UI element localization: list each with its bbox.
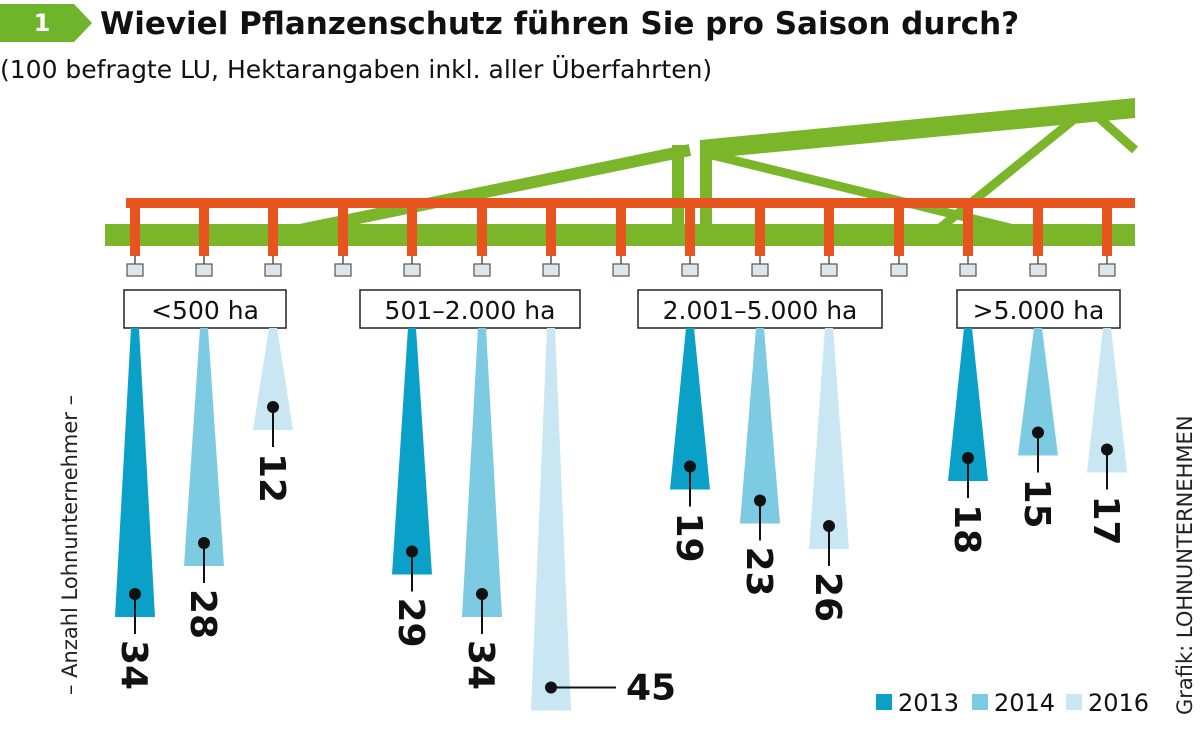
boom-post [672, 145, 684, 225]
credit-label: Grafik: LOHNUNTERNEHMEN [1173, 415, 1197, 715]
badge-number: 1 [33, 9, 51, 37]
category-label: 2.001–5.000 ha [663, 296, 858, 325]
nozzle-icon [959, 263, 977, 277]
category-box [359, 289, 581, 329]
bar-cone [740, 328, 780, 524]
y-axis-label: – Anzahl Lohnunternehmer – [58, 395, 82, 695]
nozzle-stem [546, 198, 556, 256]
category-label: >5.000 ha [973, 296, 1105, 325]
legend-swatch [876, 694, 892, 710]
spray-pipe [126, 198, 1135, 208]
data-label: 29 [390, 598, 431, 648]
legend-swatch [1066, 694, 1082, 710]
nozzle-stem [616, 198, 626, 256]
badge-arrow-icon [74, 4, 92, 42]
legend-entry: 2014 [994, 689, 1055, 717]
bar-cone [948, 328, 988, 481]
legend-swatch [972, 694, 988, 710]
nozzle-stem [963, 198, 973, 256]
category-box [123, 289, 287, 329]
nozzle-stem [824, 198, 834, 256]
nozzle-stem [1033, 198, 1043, 256]
nozzle-icon [681, 263, 699, 277]
nozzle-stem [755, 198, 765, 256]
nozzle-stem [268, 198, 278, 256]
chart-title: Wieviel Pflanzenschutz führen Sie pro Sa… [100, 6, 1020, 42]
boom-strut [1085, 104, 1138, 154]
boom-strut [298, 144, 692, 236]
bar-cone [531, 328, 571, 711]
nozzle-icon [820, 263, 838, 277]
bar-cone [253, 328, 293, 430]
data-label: 18 [946, 504, 987, 554]
nozzle-icon [403, 263, 421, 277]
category-label: 501–2.000 ha [385, 296, 556, 325]
bar-cone [392, 328, 432, 575]
sprayer-boom [105, 98, 1138, 277]
data-label: 17 [1085, 496, 1126, 546]
bar-cone [670, 328, 710, 490]
nozzle-icon [751, 263, 769, 277]
data-label: 26 [807, 572, 848, 622]
nozzle-icon [126, 263, 144, 277]
nozzle-stem [685, 198, 695, 256]
data-label: 12 [251, 453, 292, 503]
nozzle-icon [1029, 263, 1047, 277]
nozzle-icon [1098, 263, 1116, 277]
data-label: 23 [738, 547, 779, 597]
category-box [637, 289, 883, 329]
nozzle-stem [199, 198, 209, 256]
boom-top-rail [700, 98, 1135, 158]
header: 1 Wieviel Pflanzenschutz führen Sie pro … [0, 0, 1200, 95]
chart-subtitle: (100 befragte LU, Hektarangaben inkl. al… [0, 55, 713, 84]
data-label: 28 [182, 589, 223, 639]
bar-cone [184, 328, 224, 566]
nozzle-stem [1102, 198, 1112, 256]
nozzle-icon [542, 263, 560, 277]
bar-cone [115, 328, 155, 617]
nozzle-stem [407, 198, 417, 256]
nozzle-icon [473, 263, 491, 277]
data-label: 15 [1016, 479, 1057, 529]
legend: 2013 2014 2016 [876, 689, 1149, 717]
nozzle-icon [195, 263, 213, 277]
data-label: 19 [668, 513, 709, 563]
nozzle-stem [477, 198, 487, 256]
nozzle-stem [338, 198, 348, 256]
bar-cone [462, 328, 502, 617]
bar-cone [809, 328, 849, 549]
nozzle-icon [334, 263, 352, 277]
legend-entry: 2016 [1088, 689, 1149, 717]
category-label: <500 ha [151, 296, 259, 325]
data-label: 34 [113, 640, 154, 690]
legend-entry: 2013 [898, 689, 959, 717]
bar-cone [1087, 328, 1127, 473]
nozzle-stem [894, 198, 904, 256]
nozzle-icon [264, 263, 282, 277]
nozzle-icon [612, 263, 630, 277]
category-labels: <500 ha 501–2.000 ha 2.001–5.000 ha >5.000 … [123, 289, 1121, 329]
data-label: 34 [460, 640, 501, 690]
number-badge [0, 4, 74, 42]
bar-cone [1018, 328, 1058, 456]
nozzle-icon [890, 263, 908, 277]
data-label: 45 [626, 668, 676, 709]
data-bars: 34 29 19 18 28 34 23 15 12 45 26 17 [113, 328, 1127, 711]
nozzle-stem [130, 198, 140, 256]
